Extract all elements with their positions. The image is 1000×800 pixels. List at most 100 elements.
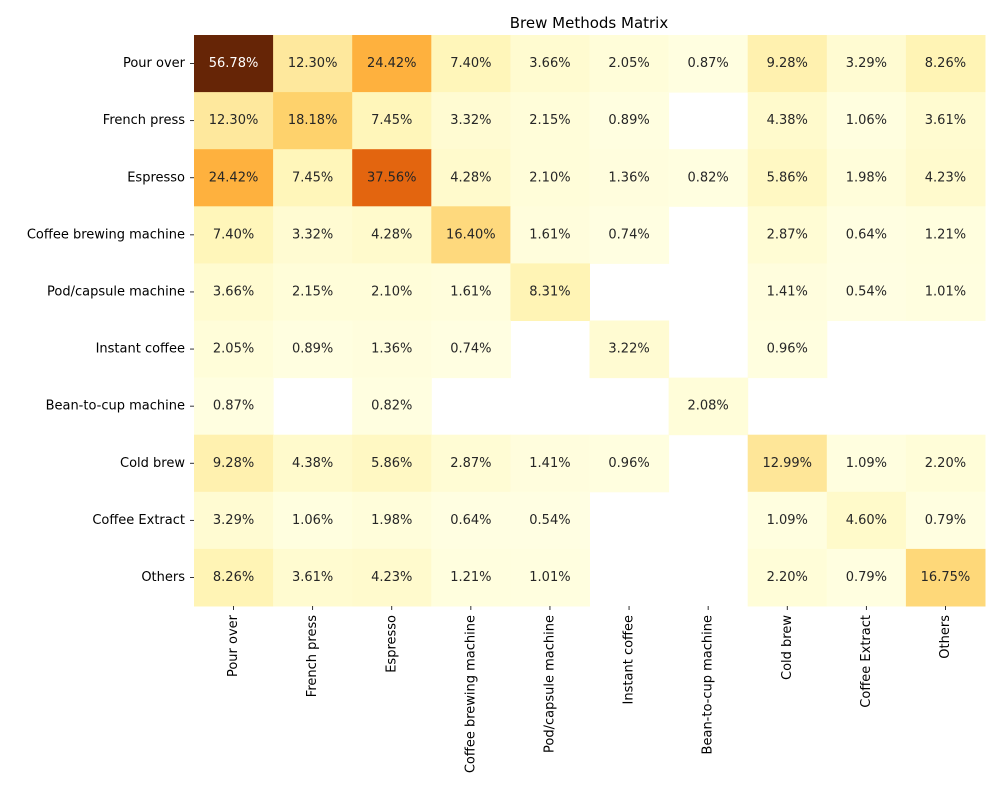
heatmap-cell-label: 0.54%	[846, 284, 887, 299]
heatmap-cell-espresso-pour-over	[194, 149, 274, 207]
heatmap-cell-label: 0.74%	[450, 342, 491, 357]
heatmap-cell-label: 5.86%	[371, 456, 412, 471]
x-axis-tick-label: Instant coffee	[622, 615, 637, 704]
heatmap-cell-pour-over-pour-over	[194, 35, 274, 93]
heatmap-cell-espresso-french-press	[273, 149, 353, 207]
x-axis-tick-label: Pour over	[226, 614, 241, 677]
heatmap-cell-espresso-coffee-extract	[826, 149, 907, 207]
heatmap-cell-label: 2.10%	[529, 170, 570, 185]
heatmap-cell-label: 0.96%	[767, 342, 808, 357]
heatmap-cell-label: 1.61%	[529, 227, 570, 242]
heatmap-cell-label: 12.30%	[209, 113, 259, 128]
heatmap-cell-cold-brew-french-press	[273, 434, 353, 493]
heatmap-cell-label: 2.20%	[767, 570, 808, 585]
heatmap-cell-coffee-brewing-machine-others	[905, 206, 986, 264]
heatmap-cell-pod-capsule-machine-cold-brew	[747, 263, 828, 321]
heatmap-cell-label: 0.87%	[213, 399, 254, 414]
y-axis-tick-label: Coffee Extract	[92, 513, 185, 528]
heatmap-cell-label: 16.40%	[446, 227, 496, 242]
heatmap-cell-label: 5.86%	[767, 170, 808, 185]
heatmap-cell-coffee-extract-pour-over	[194, 491, 274, 550]
y-axis-tick-label: Instant coffee	[96, 342, 185, 357]
heatmap-cell-pod-capsule-machine-espresso	[352, 263, 432, 321]
heatmap-cell-french-press-pod-capsule-machine	[510, 92, 590, 150]
heatmap-cell-espresso-others	[905, 149, 986, 207]
y-axis-tick-label: Others	[141, 570, 185, 585]
heatmap-cell-label: 7.45%	[371, 113, 412, 128]
heatmap-cell-label: 4.38%	[767, 113, 808, 128]
heatmap-cell-cold-brew-coffee-brewing-machine	[431, 434, 511, 493]
y-axis-tick-label: Cold brew	[120, 456, 185, 471]
x-axis-tick-label: Bean-to-cup machine	[701, 615, 716, 754]
heatmap-cell-label: 0.79%	[846, 570, 887, 585]
heatmap-cell-coffee-brewing-machine-pour-over	[194, 206, 274, 264]
heatmap-cell-label: 7.45%	[292, 170, 333, 185]
y-axis-tick-label: French press	[103, 113, 185, 128]
heatmap-cell-label: 2.15%	[292, 284, 333, 299]
x-axis-tick-label: Coffee brewing machine	[463, 615, 478, 773]
heatmap-cell-french-press-cold-brew	[747, 92, 828, 150]
heatmap-cell-cold-brew-others	[905, 434, 986, 493]
heatmap-cell-pod-capsule-machine-pod-capsule-machine	[510, 263, 590, 321]
heatmap-cell-french-press-coffee-extract	[826, 92, 907, 150]
heatmap-cell-label: 0.89%	[608, 113, 649, 128]
heatmap-cell-label: 1.01%	[529, 570, 570, 585]
heatmap-cell-label: 8.31%	[529, 284, 570, 299]
heatmap-cell-label: 9.28%	[767, 56, 808, 71]
heatmap-cell-others-coffee-extract	[826, 548, 907, 607]
heatmap-cells: 56.78% 12.30% 24.42% 7.40% 3.66% 2.05% 0.87% 9.…	[194, 35, 986, 607]
heatmap-cell-pour-over-espresso	[352, 35, 432, 93]
heatmap-cell-label: 1.41%	[767, 284, 808, 299]
heatmap-cell-label: 1.09%	[767, 513, 808, 528]
heatmap-cell-label: 0.54%	[529, 513, 570, 528]
heatmap-cell-label: 7.40%	[213, 227, 254, 242]
heatmap-cell-pod-capsule-machine-french-press	[273, 263, 353, 321]
heatmap-cell-label: 18.18%	[288, 113, 338, 128]
x-axis-tick-label: Espresso	[384, 615, 399, 673]
heatmap-cell-label: 2.10%	[371, 284, 412, 299]
heatmap-cell-bean-to-cup-machine-bean-to-cup-machine	[668, 377, 749, 436]
x-axis-tick-label: French press	[305, 615, 320, 697]
heatmap-cell-label: 4.23%	[925, 170, 966, 185]
heatmap-cell-pour-over-bean-to-cup-machine	[668, 35, 749, 93]
heatmap-cell-label: 0.96%	[608, 456, 649, 471]
heatmap-cell-pour-over-pod-capsule-machine	[510, 35, 590, 93]
heatmap-cell-label: 0.89%	[292, 342, 333, 357]
heatmap-cell-others-coffee-brewing-machine	[431, 548, 511, 607]
y-axis-tick-label: Pod/capsule machine	[47, 284, 185, 299]
heatmap-cell-cold-brew-instant-coffee	[589, 434, 670, 493]
heatmap-cell-label: 3.22%	[608, 342, 649, 357]
heatmap-cell-coffee-extract-cold-brew	[747, 491, 828, 550]
x-axis-tick-label: Pod/capsule machine	[542, 615, 557, 753]
heatmap-cell-espresso-coffee-brewing-machine	[431, 149, 511, 207]
heatmap-cell-label: 12.99%	[762, 456, 812, 471]
heatmap-cell-label: 2.20%	[925, 456, 966, 471]
heatmap-cell-cold-brew-cold-brew	[747, 434, 828, 493]
heatmap-cell-label: 12.30%	[288, 56, 338, 71]
heatmap-cell-label: 0.82%	[371, 399, 412, 414]
y-axis-tick-label: Espresso	[127, 170, 185, 185]
heatmap-cell-espresso-instant-coffee	[589, 149, 670, 207]
heatmap-cell-coffee-brewing-machine-pod-capsule-machine	[510, 206, 590, 264]
heatmap-cell-coffee-brewing-machine-coffee-extract	[826, 206, 907, 264]
heatmap-cell-label: 0.87%	[687, 56, 728, 71]
heatmap-cell-others-pour-over	[194, 548, 274, 607]
heatmap-cell-coffee-extract-pod-capsule-machine	[510, 491, 590, 550]
heatmap-cell-french-press-instant-coffee	[589, 92, 670, 150]
heatmap-cell-label: 2.05%	[213, 342, 254, 357]
heatmap-cell-pour-over-others	[905, 35, 986, 93]
heatmap-cell-pour-over-french-press	[273, 35, 353, 93]
heatmap-cell-label: 1.21%	[925, 227, 966, 242]
heatmap-cell-label: 3.29%	[846, 56, 887, 71]
heatmap-cell-cold-brew-pod-capsule-machine	[510, 434, 590, 493]
heatmap-cell-instant-coffee-instant-coffee	[589, 320, 670, 379]
heatmap-cell-espresso-pod-capsule-machine	[510, 149, 590, 207]
heatmap-cell-label: 4.28%	[450, 170, 491, 185]
heatmap-cell-label: 0.64%	[846, 227, 887, 242]
heatmap-cell-cold-brew-espresso	[352, 434, 432, 493]
heatmap-cell-label: 1.36%	[608, 170, 649, 185]
heatmap-cell-french-press-pour-over	[194, 92, 274, 150]
x-axis-tick-label: Coffee Extract	[859, 615, 874, 708]
heatmap-cell-label: 2.87%	[767, 227, 808, 242]
heatmap-cell-label: 3.61%	[292, 570, 333, 585]
